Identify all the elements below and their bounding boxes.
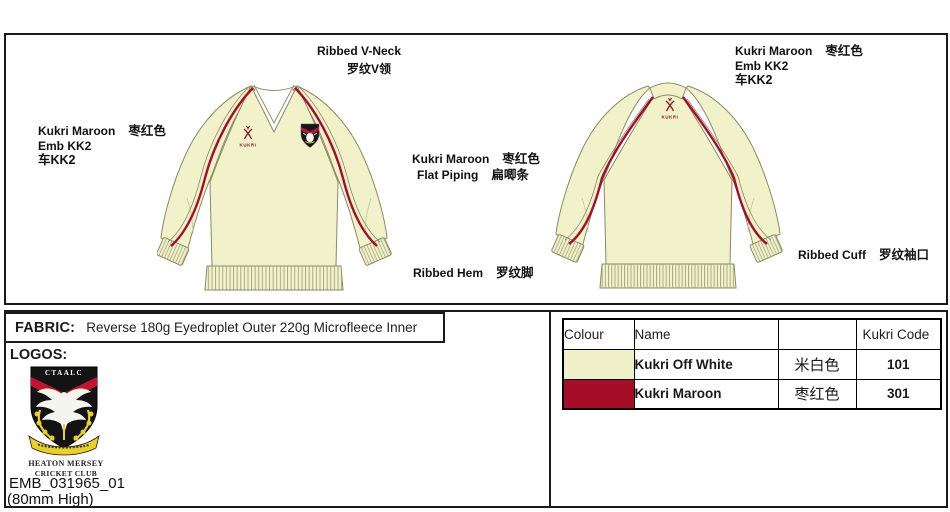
annotation-text-zh: 枣红色	[502, 152, 540, 166]
kukri-wordmark: KUKRI	[240, 143, 257, 148]
crest-banner	[28, 435, 100, 456]
fabric-label: FABRIC:	[15, 319, 76, 336]
crest-laurel	[34, 409, 94, 441]
annotation-back-emb: Kukri Maroon 枣红色 Emb KK2 车KK2	[735, 44, 863, 88]
crest-banner-text-mark	[37, 443, 91, 449]
swatch-off-white	[562, 348, 635, 380]
annotation-text: Flat Piping	[417, 168, 479, 182]
back-collar	[649, 82, 687, 100]
drawing-area: KUKRI	[4, 33, 948, 305]
header-colour: Colour	[562, 318, 635, 350]
annotation-ribbed-cuff: Ribbed Cuff 罗纹袖口	[798, 248, 929, 263]
annotation-text-zh: 车KK2	[735, 73, 773, 87]
colour-name: Kukri Maroon	[633, 378, 779, 410]
back-view-illustration: KUKRI	[551, 82, 783, 289]
front-right-piping	[294, 87, 378, 247]
club-name-line2: CRICKET CLUB	[34, 469, 98, 478]
club-crest-logo: CTAALC	[28, 366, 100, 456]
colour-name-zh: 枣红色	[777, 378, 857, 410]
header-chinese	[777, 318, 857, 350]
emb-size: (80mm High)	[7, 491, 94, 508]
kukri-code: 301	[855, 378, 942, 410]
kukri-logo-back: KUKRI	[662, 97, 679, 120]
front-left-piping	[170, 87, 254, 247]
back-hem-rib	[600, 264, 736, 288]
annotation-text-zh: 罗纹袖口	[879, 248, 930, 262]
seam-line	[167, 86, 250, 243]
back-left-piping	[568, 96, 654, 245]
annotation-text: Emb KK2	[735, 58, 789, 73]
table-row: Kukri Maroon 枣红色 301	[562, 378, 942, 410]
kukri-code: 101	[855, 348, 942, 380]
fold-line	[747, 197, 755, 233]
annotation-text-zh: 枣红色	[825, 44, 863, 58]
annotation-text: Kukri Maroon	[38, 124, 116, 138]
club-crest-front	[300, 123, 320, 148]
colour-name: Kukri Off White	[633, 348, 779, 380]
kukri-logo-front: KUKRI	[240, 125, 257, 148]
front-back-collar-line	[251, 85, 297, 91]
seam-line	[564, 98, 650, 241]
seam-line	[686, 98, 772, 241]
front-view-illustration: KUKRI	[157, 84, 392, 291]
header-kukri-code: Kukri Code	[855, 318, 942, 350]
kukri-wordmark: KUKRI	[662, 115, 679, 120]
swatch-maroon	[562, 378, 635, 410]
fold-line	[581, 197, 589, 233]
annotation-front-emb: Kukri Maroon 枣红色 Emb KK2 车KK2	[38, 124, 166, 168]
front-left-cuff	[157, 237, 190, 266]
annotation-text-zh: 车KK2	[38, 153, 76, 167]
annotation-flat-piping: Kukri Maroon 枣红色 Flat Piping 扁唧条	[412, 151, 540, 183]
fabric-box: FABRIC: Reverse 180g Eyedroplet Outer 22…	[4, 312, 445, 343]
back-right-piping	[682, 96, 768, 245]
back-left-cuff	[551, 234, 585, 263]
colour-name-zh: 米白色	[777, 348, 857, 380]
fabric-value: Reverse 180g Eyedroplet Outer 220g Micro…	[86, 320, 418, 335]
annotation-text-zh: 枣红色	[128, 124, 166, 138]
emb-code: EMB_031965_01	[9, 475, 125, 492]
colour-table: Colour Name Kukri Code Kukri Off White 米…	[562, 318, 942, 410]
annotation-text: Ribbed Cuff	[798, 248, 866, 262]
crest-initials: CTAALC	[45, 369, 83, 377]
annotation-text: Ribbed Hem	[413, 266, 484, 280]
annotation-ribbed-hem: Ribbed Hem 罗纹脚	[413, 266, 534, 281]
annotation-ribbed-vneck-zh: 罗纹V领	[347, 62, 392, 76]
table-row: Kukri Off White 米白色 101	[562, 348, 942, 380]
annotation-ribbed-vneck: Ribbed V-Neck	[317, 44, 402, 58]
seam-line	[298, 86, 381, 243]
annotation-text: Emb KK2	[38, 138, 92, 153]
logos-label: LOGOS:	[10, 347, 68, 363]
front-hem-rib	[205, 266, 343, 290]
front-vneck-rib-line	[253, 84, 295, 124]
club-name-line1: HEATON MERSEY	[28, 459, 104, 468]
annotation-text-zh: 扁唧条	[491, 168, 529, 182]
annotation-text: Kukri Maroon	[412, 152, 490, 166]
annotation-text-zh: 罗纹脚	[496, 266, 534, 280]
annotation-text: Kukri Maroon	[735, 44, 813, 58]
front-right-cuff	[358, 237, 392, 266]
table-header-row: Colour Name Kukri Code	[562, 318, 942, 350]
header-name: Name	[633, 318, 779, 350]
